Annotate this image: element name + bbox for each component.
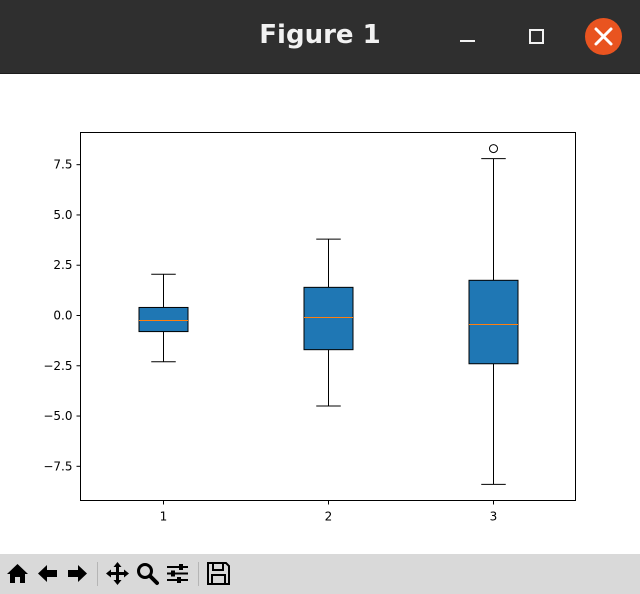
box-3 <box>468 144 519 485</box>
forward-arrow-icon <box>68 565 87 582</box>
window-title: Figure 1 <box>259 20 381 50</box>
minimize-button[interactable] <box>452 28 482 48</box>
box-2 <box>303 238 354 407</box>
maximize-button[interactable] <box>522 24 552 50</box>
x-tick-label: 3 <box>490 510 498 524</box>
zoom-icon <box>137 563 159 585</box>
save-icon <box>207 562 230 585</box>
y-tick-label: −2.5 <box>43 359 72 373</box>
toolbar-separator <box>97 562 98 586</box>
back-button[interactable] <box>34 560 61 587</box>
box-body <box>138 306 189 333</box>
y-tick-label: 2.5 <box>53 258 72 272</box>
figure-canvas[interactable]: −7.5 −5.0 −2.5 0.0 2.5 5.0 7.5 1 2 3 <box>0 74 640 554</box>
y-tick-label: 5.0 <box>53 208 72 222</box>
forward-button[interactable] <box>64 560 91 587</box>
home-button[interactable] <box>4 560 31 587</box>
boxplot-chart: −7.5 −5.0 −2.5 0.0 2.5 5.0 7.5 1 2 3 <box>43 132 576 524</box>
y-tick-label: −7.5 <box>43 459 72 473</box>
box-body <box>303 286 354 351</box>
x-tick-label: 2 <box>325 510 333 524</box>
zoom-button[interactable] <box>134 560 161 587</box>
title-bar: Figure 1 <box>0 0 640 74</box>
toolbar-separator <box>198 562 199 586</box>
y-tick-label: 0.0 <box>53 308 72 322</box>
back-arrow-icon <box>38 565 57 582</box>
box-body <box>468 279 519 365</box>
pan-icon <box>106 562 129 585</box>
close-button[interactable] <box>585 18 622 55</box>
maximize-icon <box>529 29 544 44</box>
outlier-point <box>489 144 498 154</box>
pan-button[interactable] <box>104 560 131 587</box>
home-icon <box>7 564 28 583</box>
save-button[interactable] <box>205 560 232 587</box>
y-tick-label: −5.0 <box>43 409 72 423</box>
close-icon <box>594 27 613 46</box>
box-1 <box>138 273 189 363</box>
configure-subplots-icon <box>167 564 188 583</box>
minimize-icon <box>460 40 475 42</box>
navigation-toolbar <box>0 554 640 594</box>
configure-subplots-button[interactable] <box>164 560 191 587</box>
x-tick-label: 1 <box>160 510 168 524</box>
y-tick-label: 7.5 <box>53 158 72 172</box>
